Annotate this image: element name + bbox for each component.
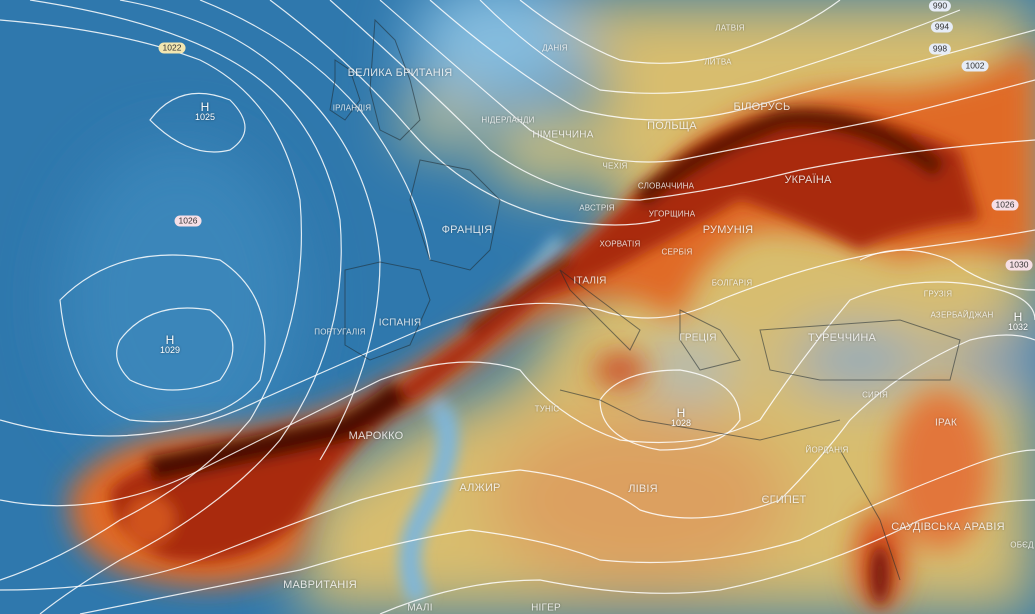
pressure-value: 1029: [159, 345, 181, 355]
pressure-value: 1032: [1007, 322, 1029, 332]
country-label: СЛОВАЧЧИНА: [637, 181, 695, 191]
country-label: ПОРТУГАЛІЯ: [314, 327, 366, 337]
country-label: ГРУЗІЯ: [923, 289, 953, 299]
country-label: НІДЕРЛАНДИ: [481, 115, 535, 125]
isobar-label: 998: [928, 43, 952, 55]
country-label: ФРАНЦІЯ: [441, 224, 493, 236]
country-label: ТУРЕЧЧИНА: [807, 332, 877, 344]
isobar-label: 1030: [1005, 259, 1033, 271]
isobar-label: 994: [930, 21, 954, 33]
isobar-label: 1022: [158, 42, 186, 54]
country-label: ДАНІЯ: [542, 43, 568, 53]
high-pressure-center: H 1028: [670, 406, 692, 428]
pressure-value: 1028: [670, 418, 692, 428]
country-label: ЛИТВА: [704, 57, 732, 67]
isobar-label: 1026: [991, 199, 1019, 211]
isobar-label: 990: [928, 0, 952, 12]
country-label: УГОРЩИНА: [648, 209, 696, 219]
country-label: ЄГИПЕТ: [761, 494, 807, 506]
coastlines: [329, 18, 961, 581]
country-label: МАРОККО: [348, 430, 404, 442]
country-label: ІСПАНІЯ: [378, 317, 422, 329]
country-label: СИРІЯ: [862, 390, 888, 400]
country-label: ТУНІС: [534, 404, 560, 414]
country-label: ЛАТВІЯ: [715, 23, 745, 33]
country-label: ОБЄД: [1010, 540, 1034, 550]
country-label: ЙОРДАНІЯ: [805, 445, 849, 455]
country-label: ЧЕХІЯ: [602, 161, 628, 171]
country-label: НІГЕР: [531, 602, 561, 614]
country-label: ПОЛЬЩА: [647, 120, 697, 132]
isobar-label: 1002: [961, 60, 989, 72]
country-label: ЛІВІЯ: [628, 483, 658, 495]
country-label: ВЕЛИКА БРИТАНІЯ: [347, 67, 453, 79]
high-symbol: H: [1013, 310, 1023, 324]
country-label: БІЛОРУСЬ: [733, 101, 791, 113]
high-pressure-center: H 1029: [159, 333, 181, 355]
high-pressure-center: H 1032: [1007, 310, 1029, 332]
pressure-value: 1025: [194, 112, 216, 122]
country-label: РУМУНІЯ: [702, 224, 754, 236]
country-label: НІМЕЧЧИНА: [532, 129, 594, 141]
country-label: АЛЖИР: [459, 482, 501, 494]
country-label: АВСТРІЯ: [579, 203, 615, 213]
country-label: УКРАЇНА: [784, 174, 832, 186]
country-label: ІТАЛІЯ: [573, 275, 607, 287]
country-label: МАВРИТАНІЯ: [283, 579, 357, 591]
country-label: ІРАК: [934, 417, 958, 429]
country-label: ХОРВАТІЯ: [599, 239, 641, 249]
country-label: САУДІВСЬКА АРАВІЯ: [891, 521, 1005, 533]
high-pressure-center: H 1025: [194, 100, 216, 122]
country-label: СЕРБІЯ: [661, 247, 693, 257]
high-symbol: H: [676, 406, 686, 420]
isobar-label: 1026: [174, 215, 202, 227]
country-label: БОЛГАРІЯ: [711, 278, 753, 288]
country-label: ГРЕЦІЯ: [679, 332, 717, 344]
country-label: ІРЛАНДІЯ: [332, 103, 372, 113]
high-symbol: H: [200, 100, 210, 114]
country-label: МАЛІ: [407, 602, 433, 614]
high-symbol: H: [165, 333, 175, 347]
country-label: АЗЕРБАЙДЖАН: [930, 310, 994, 320]
